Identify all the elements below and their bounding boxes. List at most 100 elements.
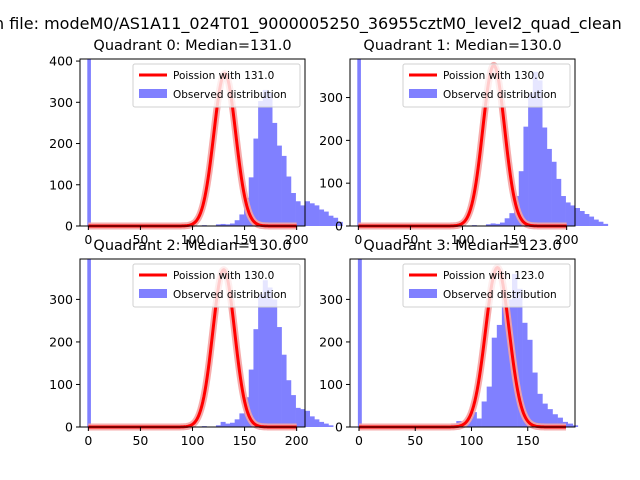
histogram-bar	[258, 294, 264, 427]
y-tick-label: 200	[319, 133, 343, 148]
y-tick-label: 100	[49, 177, 73, 192]
histogram-bar	[215, 224, 221, 226]
x-tick-label: 100	[451, 232, 475, 247]
histogram-bar	[547, 409, 553, 427]
legend-box	[132, 63, 301, 108]
histogram-bar	[225, 423, 231, 427]
histogram-bar	[305, 201, 310, 226]
histogram-bar	[579, 211, 585, 226]
histogram-bar	[509, 213, 515, 226]
histogram-bar	[560, 196, 566, 226]
histogram-bar	[272, 122, 278, 226]
histogram-bar	[523, 126, 529, 226]
histogram-bar	[532, 71, 538, 226]
histogram-bar	[565, 202, 571, 226]
histogram-bar	[262, 89, 268, 226]
legend-line-label: Poission with 131.0	[173, 70, 274, 82]
histogram-bar	[546, 148, 552, 226]
histogram-bar	[281, 354, 287, 427]
chart-panel-0: 0 50 100 150 200 0 100 200 300 400 Quadrant 0: Med…	[49, 38, 343, 247]
histogram-bar	[476, 418, 482, 427]
histogram-bar	[314, 205, 320, 226]
x-tick-label: 50	[132, 433, 148, 448]
histogram-bar	[542, 127, 548, 226]
legend-line-label: Poission with 130.0	[443, 70, 544, 82]
y-tick-label: 300	[319, 292, 343, 307]
histogram-bar	[230, 223, 235, 226]
legend-bar-label: Observed distribution	[443, 89, 557, 101]
legend-bar-label: Observed distribution	[173, 89, 287, 101]
y-tick-label: 0	[335, 420, 343, 435]
histogram-bar	[537, 393, 543, 427]
histogram-bar	[567, 423, 574, 427]
legend-box	[402, 63, 571, 108]
histogram-bar	[357, 259, 362, 427]
legend-bar-label: Observed distribution	[443, 289, 557, 301]
y-tick-label: 400	[49, 54, 73, 69]
histogram-bar	[323, 211, 329, 226]
y-tick-label: 100	[49, 377, 73, 392]
histogram-bar	[506, 299, 513, 427]
histogram-bar	[496, 324, 503, 427]
x-tick-label: 150	[516, 433, 540, 448]
histogram-bar	[504, 218, 510, 226]
y-tick-label: 200	[49, 136, 73, 151]
histogram-bar	[314, 419, 320, 427]
y-tick-label: 200	[49, 334, 73, 349]
histogram-bar	[603, 223, 609, 226]
histogram-bar	[286, 380, 292, 427]
histogram-bar	[253, 138, 259, 226]
histogram-bar	[532, 372, 538, 427]
histogram-bar	[357, 59, 361, 226]
histogram-bar	[542, 403, 548, 427]
histogram-bar	[276, 145, 282, 226]
y-tick-label: 300	[319, 90, 343, 105]
histogram-bar	[481, 401, 487, 427]
histogram-bar	[584, 214, 590, 226]
histogram-bar	[517, 288, 523, 427]
histogram-bar	[333, 217, 339, 226]
legend-bar-swatch	[409, 289, 437, 298]
legend-bar-swatch	[139, 89, 167, 98]
histogram-bar	[276, 327, 282, 427]
histogram-bar	[305, 410, 310, 427]
histogram-bar	[87, 259, 91, 427]
histogram-bar	[290, 395, 296, 427]
legend: Poission with 130.0 Observed distribution	[132, 263, 301, 308]
x-tick-label: 150	[233, 232, 257, 247]
histogram-bar	[87, 59, 91, 226]
histogram-bar	[295, 407, 301, 427]
x-tick-label: 100	[460, 433, 484, 448]
legend-bar-swatch	[409, 89, 437, 98]
figure-title: n file: modeM0/AS1A11_024T01_9000005250_…	[0, 14, 622, 34]
histogram-bar	[220, 421, 226, 427]
histogram-bar	[267, 287, 273, 427]
y-tick-label: 300	[49, 95, 73, 110]
x-tick-label: 100	[181, 232, 205, 247]
histogram-bar	[328, 425, 334, 427]
legend-line-label: Poission with 130.0	[173, 270, 274, 282]
histogram-bar	[575, 208, 580, 226]
histogram-bar	[230, 422, 235, 427]
histogram-bar	[253, 329, 259, 427]
x-tick-label: 0	[354, 232, 362, 247]
histogram-bar	[500, 222, 505, 226]
histogram-bar	[485, 224, 491, 226]
histogram-bar	[556, 178, 562, 226]
histogram-bar	[328, 215, 334, 226]
histogram-bar	[471, 412, 477, 427]
x-tick-label: 200	[285, 433, 309, 448]
panel-title: Quadrant 2: Median=130.0	[93, 238, 291, 254]
histogram-bar	[248, 177, 254, 226]
histogram-bar	[262, 280, 268, 427]
panel-title: Quadrant 3: Median=123.0	[363, 238, 561, 254]
histogram-bar	[551, 161, 557, 226]
y-tick-label: 100	[319, 377, 343, 392]
histogram-bar	[300, 205, 306, 226]
y-tick-label: 0	[335, 219, 343, 234]
y-tick-label: 200	[319, 334, 343, 349]
histogram-bar	[281, 155, 287, 226]
histogram-bar	[490, 223, 496, 226]
histogram-bar	[286, 176, 292, 226]
